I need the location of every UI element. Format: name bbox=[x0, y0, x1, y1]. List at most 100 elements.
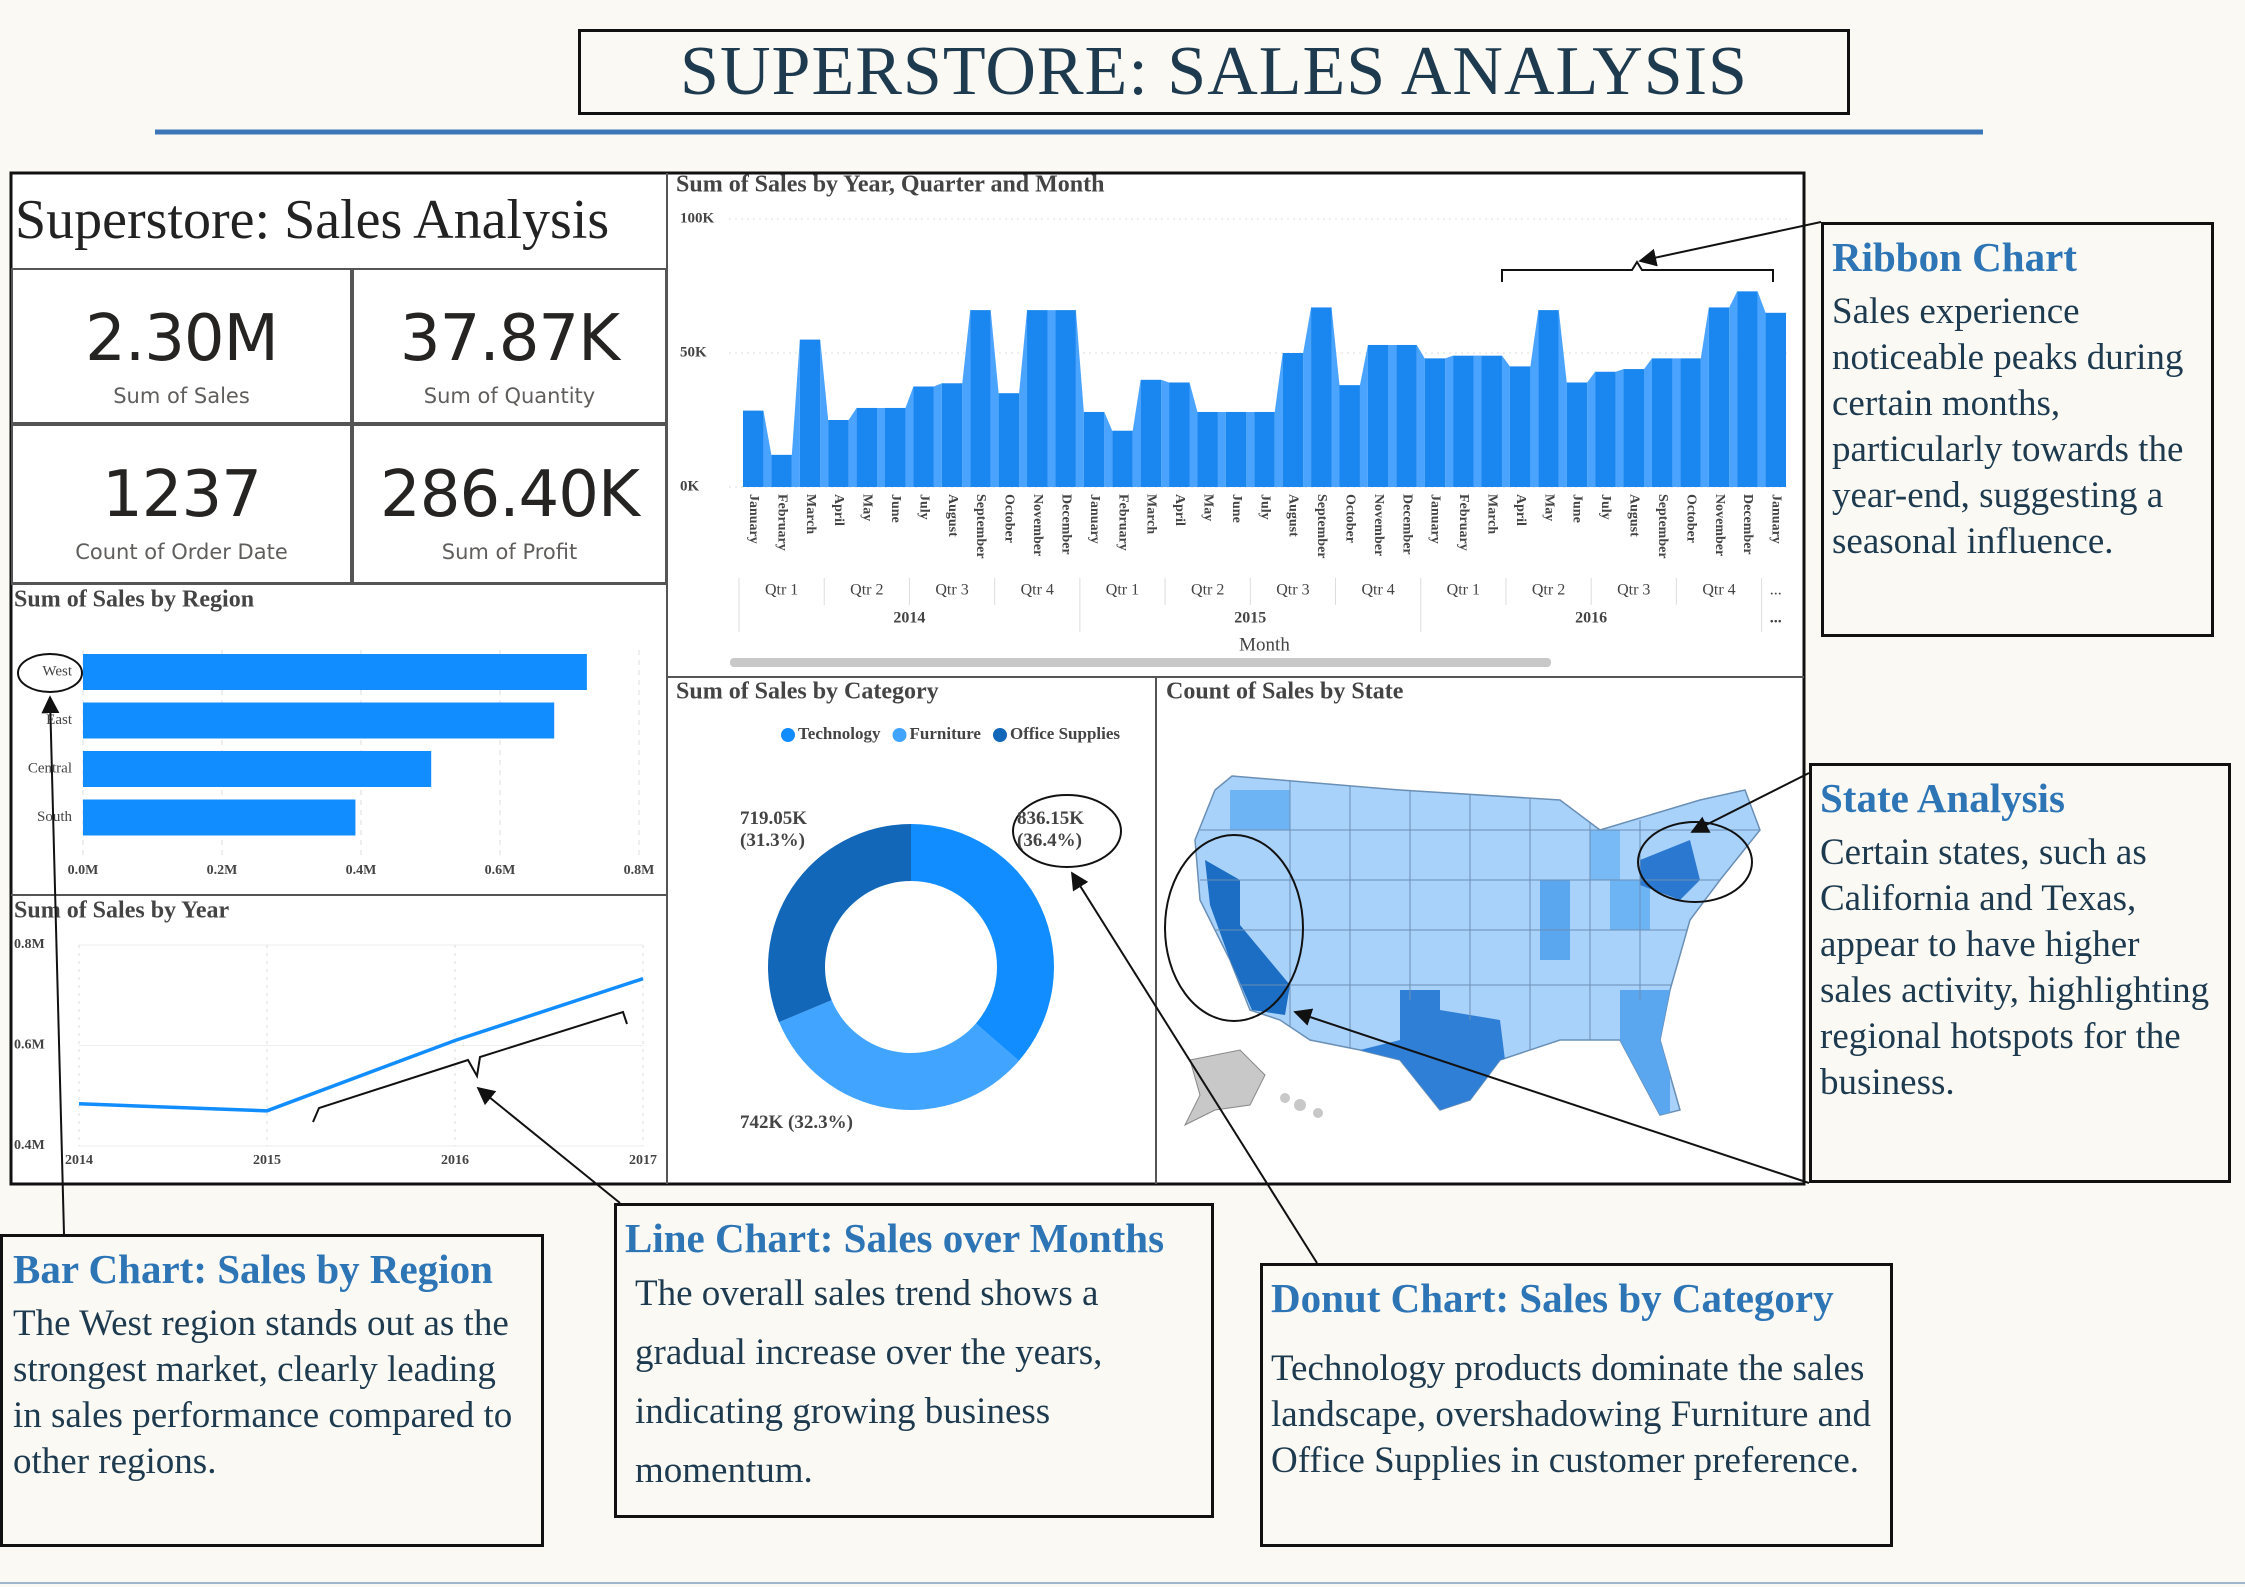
bar bbox=[1254, 411, 1275, 487]
state-texas bbox=[1360, 990, 1505, 1110]
bar bbox=[828, 420, 849, 487]
data-label: 742K (32.3%) bbox=[740, 1112, 853, 1133]
kpi-card: 1237 Count of Order Date bbox=[11, 424, 352, 584]
x-tick-label: May bbox=[1541, 494, 1556, 521]
chart-title: Count of Sales by State bbox=[1166, 679, 1404, 705]
state-borders bbox=[1200, 780, 1760, 1050]
bar bbox=[1027, 310, 1048, 487]
state bbox=[1540, 880, 1570, 960]
state-california bbox=[1205, 860, 1290, 1015]
ribbon-connector bbox=[1643, 358, 1652, 487]
x-tick-label: March bbox=[803, 494, 818, 534]
ribbon-connector bbox=[1530, 310, 1539, 487]
alaska bbox=[1183, 1049, 1266, 1127]
y-tick-label: East bbox=[46, 712, 73, 728]
highlight-ellipse bbox=[1012, 794, 1122, 868]
ribbon-connector bbox=[1246, 411, 1255, 487]
ribbon-connector bbox=[763, 410, 772, 487]
hawaii bbox=[1313, 1108, 1323, 1118]
kpi-card: 2.30M Sum of Sales bbox=[11, 268, 352, 424]
quarter-label: Qtr 2 bbox=[1532, 582, 1565, 599]
annotation-title: Donut Chart: Sales by Category bbox=[1271, 1275, 1834, 1321]
ribbon-connector bbox=[990, 310, 999, 487]
year-label: 2014 bbox=[893, 610, 925, 627]
ribbon-connector bbox=[1700, 307, 1709, 487]
bar bbox=[1083, 411, 1105, 487]
ribbon-connector bbox=[1473, 355, 1482, 487]
x-tick-label: 0.8M bbox=[624, 863, 655, 878]
y-tick-label: 50K bbox=[680, 344, 707, 360]
annotation-title: Ribbon Chart bbox=[1832, 234, 2077, 280]
kpi-card: 37.87K Sum of Quantity bbox=[352, 268, 667, 424]
chart-title: Sum of Sales by Year, Quarter and Month bbox=[676, 172, 1104, 198]
ribbon-connector bbox=[1359, 344, 1368, 487]
bar bbox=[1396, 344, 1417, 487]
bar bbox=[1453, 355, 1474, 487]
x-tick-label: November bbox=[1712, 494, 1727, 556]
ribbon-connector bbox=[1104, 411, 1113, 487]
bar bbox=[1225, 411, 1247, 487]
bar bbox=[83, 654, 587, 690]
donut-segment bbox=[767, 824, 911, 1023]
x-tick-label: December bbox=[1740, 494, 1755, 555]
year-label: 2016 bbox=[1575, 610, 1607, 627]
ribbon-connector bbox=[820, 339, 829, 487]
ribbon-connector bbox=[962, 310, 971, 487]
ribbon-connector bbox=[1757, 291, 1766, 487]
x-tick-label: August bbox=[1627, 494, 1642, 537]
annotation-box: Line Chart: Sales over Months The overal… bbox=[614, 1203, 1214, 1518]
bar bbox=[1566, 382, 1588, 487]
x-tick-label: May bbox=[860, 494, 875, 521]
bar bbox=[1538, 310, 1559, 487]
quarter-label: ... bbox=[1770, 582, 1782, 599]
chart-title: Sum of Sales by Region bbox=[14, 587, 254, 613]
x-tick-label: 0.6M bbox=[485, 863, 516, 878]
bar bbox=[1112, 430, 1133, 487]
ribbon-connector bbox=[848, 407, 857, 487]
bar bbox=[1680, 358, 1701, 487]
legend-label: Furniture bbox=[910, 724, 982, 743]
line bbox=[78, 977, 644, 1113]
kpi-label: Sum of Quantity bbox=[423, 384, 596, 408]
x-tick-label: October bbox=[1002, 494, 1017, 543]
kpi-value: 286.40K bbox=[380, 458, 640, 532]
scrollbar[interactable] bbox=[730, 658, 1551, 667]
annotation-text: Certain states, such as California and T… bbox=[1820, 832, 2210, 1103]
kpi-value: 2.30M bbox=[85, 302, 279, 376]
quarter-label: Qtr 2 bbox=[850, 582, 883, 599]
data-label: 836.15K (36.4%) bbox=[1017, 808, 1085, 851]
bar bbox=[83, 751, 432, 787]
bar bbox=[1282, 353, 1304, 487]
quarter-label: Qtr 4 bbox=[1021, 582, 1054, 599]
bar bbox=[885, 407, 906, 487]
x-tick-label: March bbox=[1485, 494, 1500, 534]
annotation-box: Ribbon Chart Sales experience noticeable… bbox=[1821, 222, 2214, 637]
ribbon-connector bbox=[1558, 310, 1567, 487]
bar bbox=[998, 393, 1020, 487]
x-tick-label: September bbox=[1314, 494, 1329, 559]
state bbox=[1590, 830, 1620, 880]
bar bbox=[1169, 382, 1190, 487]
x-tick-label: June bbox=[888, 494, 903, 523]
bar bbox=[1055, 310, 1076, 487]
annotation-box: State Analysis Certain states, such as C… bbox=[1809, 763, 2231, 1183]
x-tick-label: September bbox=[1655, 494, 1670, 559]
y-tick-label: 0.6M bbox=[14, 1038, 45, 1053]
x-tick-label: April bbox=[831, 494, 846, 526]
quarter-label: Qtr 2 bbox=[1191, 582, 1224, 599]
ribbon-connector bbox=[1388, 344, 1397, 487]
x-tick-label: January bbox=[1087, 494, 1102, 544]
x-tick-label: December bbox=[1058, 494, 1073, 555]
x-tick-label: 0.2M bbox=[207, 863, 238, 878]
x-tick-label: 0.0M bbox=[68, 863, 99, 878]
brace bbox=[312, 1010, 628, 1123]
bar bbox=[1339, 385, 1360, 487]
quarter-label: Qtr 3 bbox=[1617, 582, 1650, 599]
kpi-value: 37.87K bbox=[399, 302, 620, 376]
ribbon-connector bbox=[1217, 411, 1226, 487]
bar bbox=[1765, 312, 1787, 487]
arrow bbox=[1638, 221, 1822, 267]
bar bbox=[1509, 366, 1531, 487]
bar bbox=[1311, 307, 1332, 487]
